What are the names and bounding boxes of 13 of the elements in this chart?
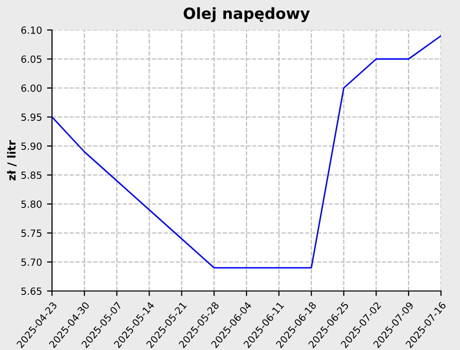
y-tick-label: 5.85: [21, 171, 42, 179]
chart-title: Olej napędowy: [184, 7, 310, 22]
y-tick-label: 6.10: [21, 26, 42, 34]
y-tick-label: 5.80: [21, 200, 42, 208]
y-tick-label: 5.70: [21, 258, 42, 266]
y-tick-label: 5.90: [21, 142, 42, 150]
y-tick-label: 5.65: [21, 287, 42, 295]
y-axis-title: zł / litr: [7, 140, 17, 180]
y-tick-label: 5.95: [21, 113, 42, 121]
line-series: [52, 35, 441, 268]
y-tick-label: 6.05: [21, 55, 42, 63]
y-tick-label: 6.00: [21, 84, 42, 92]
y-tick-label: 5.75: [21, 230, 42, 237]
